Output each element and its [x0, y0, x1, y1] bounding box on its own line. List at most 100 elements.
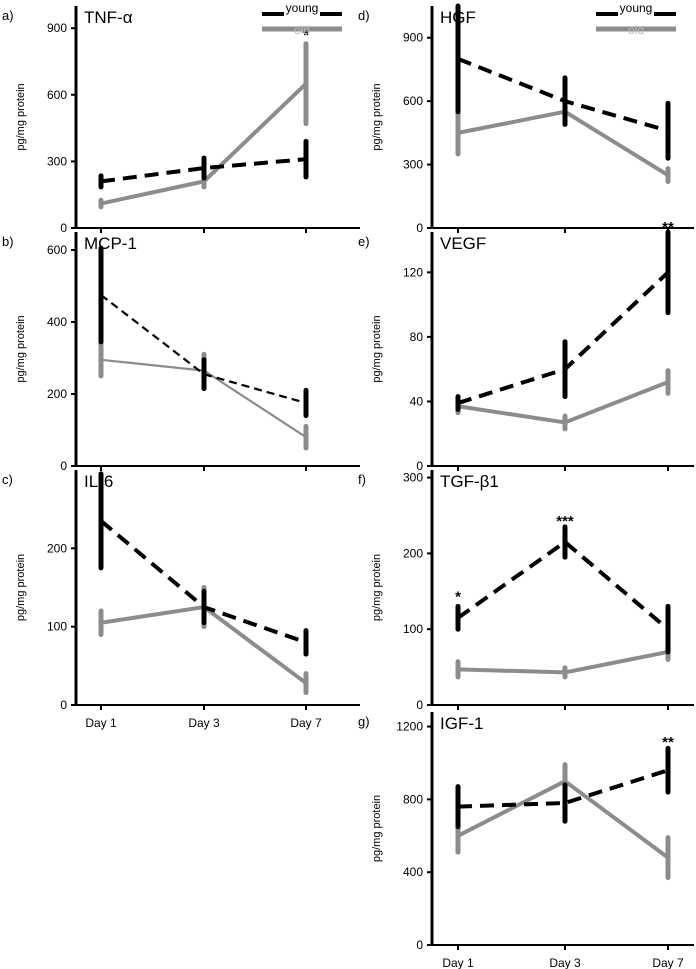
data-point-old — [99, 357, 103, 362]
panel-b: b) MCP-1 pg/mg protein 0 200 400 600 — [2, 232, 360, 473]
y-tick-label: 200 — [47, 387, 67, 401]
data-point-young — [666, 627, 670, 632]
significance-marker: ** — [662, 734, 674, 751]
legend: young old — [262, 1, 342, 37]
panel-e: e) VEGF pg/mg protein 0 40 80 120 ** — [358, 219, 694, 473]
y-tick-label: 120 — [403, 265, 423, 279]
y-tick-label: 900 — [403, 31, 423, 45]
y-tick-label: 200 — [47, 541, 67, 555]
y-tick-label: 0 — [60, 459, 67, 473]
x-tick-label: Day 3 — [549, 956, 581, 969]
data-point-young — [456, 804, 460, 809]
panel-title: TGF-β1 — [440, 472, 499, 491]
data-point-young — [304, 157, 308, 162]
y-axis-label: pg/mg protein — [371, 554, 383, 621]
panel-label: c) — [2, 472, 13, 487]
data-point-young — [666, 270, 670, 275]
series-line-young — [100, 294, 307, 405]
y-tick-label: 100 — [47, 620, 67, 634]
significance-marker: *** — [556, 513, 574, 530]
significance-marker: * — [455, 589, 461, 606]
panel-label: a) — [2, 8, 14, 23]
y-tick-label: 40 — [410, 394, 424, 408]
y-tick-label: 1200 — [396, 720, 423, 734]
legend-label-young: young — [620, 1, 653, 15]
data-point-young — [563, 801, 567, 806]
panel-label: f) — [358, 472, 366, 487]
y-tick-label: 0 — [60, 221, 67, 235]
y-axis-label: pg/mg protein — [15, 554, 27, 621]
y-tick-label: 300 — [403, 158, 423, 172]
y-tick-label: 0 — [416, 698, 423, 712]
y-tick-label: 300 — [403, 471, 423, 485]
panel-title: VEGF — [440, 234, 486, 253]
panel-label: d) — [358, 8, 370, 23]
panel-label: g) — [358, 714, 370, 729]
y-tick-label: 100 — [403, 622, 423, 636]
significance-marker: ** — [662, 219, 674, 236]
legend-label-old: old — [294, 23, 310, 37]
y-tick-label: 0 — [416, 459, 423, 473]
data-point-old — [456, 130, 460, 135]
x-tick-label: Day 7 — [652, 956, 684, 969]
data-point-young — [666, 128, 670, 133]
data-point-old — [563, 670, 567, 675]
series-line-young — [457, 768, 669, 809]
y-tick-label: 600 — [403, 94, 423, 108]
y-tick-label: 900 — [47, 21, 67, 35]
x-tick-label: Day 3 — [188, 716, 220, 730]
y-tick-label: 0 — [416, 221, 423, 235]
series-line-young — [100, 157, 307, 184]
data-point-young — [202, 372, 206, 377]
data-point-young — [456, 401, 460, 406]
data-point-old — [456, 667, 460, 672]
legend-label-old: old — [628, 23, 644, 37]
panel-label: b) — [2, 234, 14, 249]
panel-g: g) IGF-1 pg/mg protein 0 400 800 1200 Day 1 Day … — [358, 712, 694, 969]
panel-label: e) — [358, 234, 370, 249]
x-tick-label: Day 1 — [85, 716, 117, 730]
significance-marker: * — [303, 27, 309, 44]
data-point-old — [202, 179, 206, 184]
data-point-old — [456, 833, 460, 838]
y-tick-label: 600 — [47, 88, 67, 102]
data-point-young — [304, 640, 308, 645]
y-tick-label: 80 — [410, 330, 424, 344]
data-point-young — [202, 166, 206, 171]
data-point-young — [563, 367, 567, 372]
y-tick-label: 800 — [403, 792, 423, 806]
data-point-old — [563, 779, 567, 784]
y-tick-label: 600 — [47, 243, 67, 257]
y-tick-label: 0 — [416, 938, 423, 952]
panel-title: MCP-1 — [84, 234, 137, 253]
data-point-old — [304, 81, 308, 86]
data-point-old — [99, 620, 103, 625]
data-point-old — [666, 380, 670, 385]
data-point-old — [666, 855, 670, 860]
panel-title: IGF-1 — [440, 714, 483, 733]
data-point-old — [304, 435, 308, 440]
x-tick-label: Day 7 — [290, 716, 322, 730]
data-point-young — [456, 615, 460, 620]
y-axis-label: pg/mg protein — [371, 83, 383, 150]
data-point-young — [99, 518, 103, 523]
y-tick-label: 400 — [403, 865, 423, 879]
panel-title: TNF-α — [84, 8, 133, 27]
y-axis-label: pg/mg protein — [371, 315, 383, 382]
data-point-old — [563, 420, 567, 425]
data-point-young — [99, 179, 103, 184]
y-axis-label: pg/mg protein — [371, 795, 383, 862]
data-point-young — [99, 293, 103, 297]
data-point-old — [99, 201, 103, 206]
y-tick-label: 0 — [60, 698, 67, 712]
data-point-young — [563, 99, 567, 104]
y-tick-label: 200 — [403, 546, 423, 560]
y-axis-label: pg/mg protein — [15, 315, 27, 382]
series-line-young — [456, 540, 670, 631]
data-point-old — [304, 681, 308, 686]
data-point-young — [202, 605, 206, 610]
